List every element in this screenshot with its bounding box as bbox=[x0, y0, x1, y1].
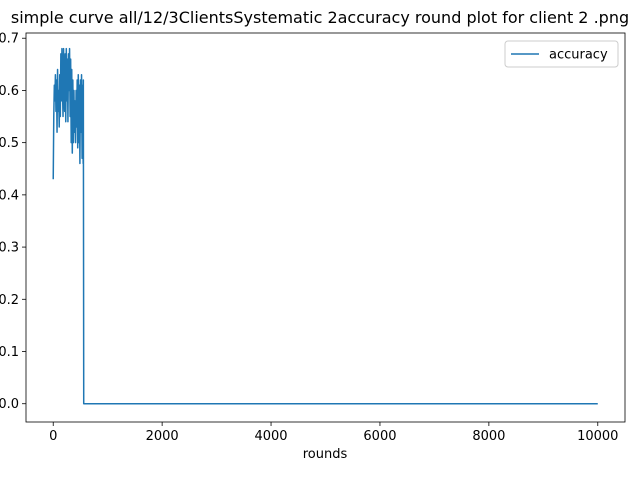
series-line-accuracy bbox=[52, 47, 598, 405]
y-tick-label: 0.6 bbox=[0, 84, 19, 99]
y-tick-label: 0.0 bbox=[0, 397, 19, 412]
x-tick-label: 10000 bbox=[577, 429, 618, 444]
x-tick-label: 8000 bbox=[472, 429, 505, 444]
legend-box bbox=[504, 40, 619, 68]
axes-frame bbox=[25, 32, 626, 423]
y-tick-label: 0.5 bbox=[0, 136, 19, 151]
y-tick-label: 0.7 bbox=[0, 32, 19, 47]
x-axis-label: rounds bbox=[302, 447, 348, 462]
y-tick-label: 0.3 bbox=[0, 241, 19, 256]
x-tick-label: 2000 bbox=[146, 429, 179, 444]
y-tick-label: 0.2 bbox=[0, 293, 19, 308]
plot-area bbox=[52, 47, 598, 405]
y-tick-label: 0.4 bbox=[0, 188, 19, 203]
x-tick-label: 0 bbox=[49, 429, 57, 444]
x-tick-label: 6000 bbox=[363, 429, 396, 444]
chart-title: simple curve all/12/3ClientsSystematic 2… bbox=[10, 8, 630, 27]
y-tick-label: 0.1 bbox=[0, 345, 19, 360]
legend-label: accuracy bbox=[549, 48, 608, 63]
x-tick-label: 4000 bbox=[254, 429, 287, 444]
axes: 0 2000 4000 6000 8000 10000 0.0 0.1 0.2 0.3 0.4 0.5… bbox=[0, 32, 626, 444]
legend: accuracy bbox=[504, 40, 619, 68]
